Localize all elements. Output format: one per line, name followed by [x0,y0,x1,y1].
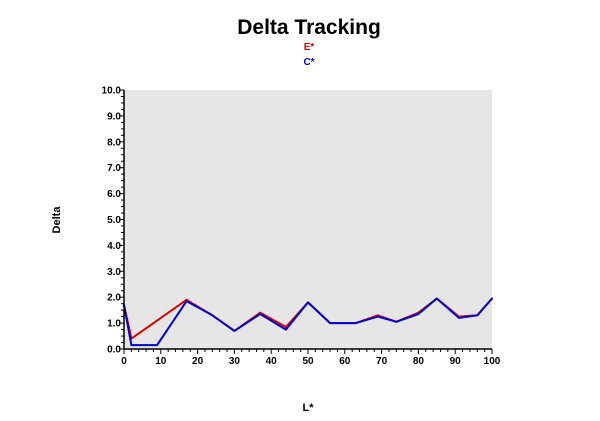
legend-entry-c: C* [303,57,314,68]
x-tick-label: 80 [413,356,425,367]
x-axis-label: L* [303,402,315,414]
series-layer [123,297,493,347]
y-tick-label: 2.0 [107,293,121,304]
series-line-c [123,297,493,347]
y-tick-label: 6.0 [107,189,121,200]
y-tick-label: 4.0 [107,241,121,252]
x-tick-label: 60 [339,356,351,367]
x-tick-label: 20 [192,356,204,367]
y-tick-label: 5.0 [107,215,121,226]
x-tick-label: 90 [450,356,462,367]
y-tick-label: 8.0 [107,137,121,148]
y-tick-label: 0.0 [107,345,121,356]
y-tick-label: 3.0 [107,267,121,278]
y-tick-label: 7.0 [107,163,121,174]
y-tick-label: 9.0 [107,111,121,122]
x-tick-label: 100 [484,356,501,367]
x-tick-label: 40 [266,356,278,367]
x-tick-label: 10 [155,356,167,367]
chart-title: Delta Tracking [237,16,381,39]
axes [123,90,492,350]
y-tick-label: 1.0 [107,319,121,330]
plot-area [124,90,492,349]
x-tick-label: 30 [229,356,241,367]
legend-entry-e: E* [304,42,315,53]
x-tick-label: 50 [302,356,314,367]
y-tick-label: 10.0 [102,86,122,97]
x-tick-label: 0 [121,356,127,367]
x-tick-label: 70 [376,356,388,367]
y-axis-label: Delta [51,206,63,234]
axis-ticks: 0.0 1.0 2.0 3.0 4.0 5.0 6.0 7.0 8.0 9.0 10.0 0 10 20 3… [102,86,501,368]
